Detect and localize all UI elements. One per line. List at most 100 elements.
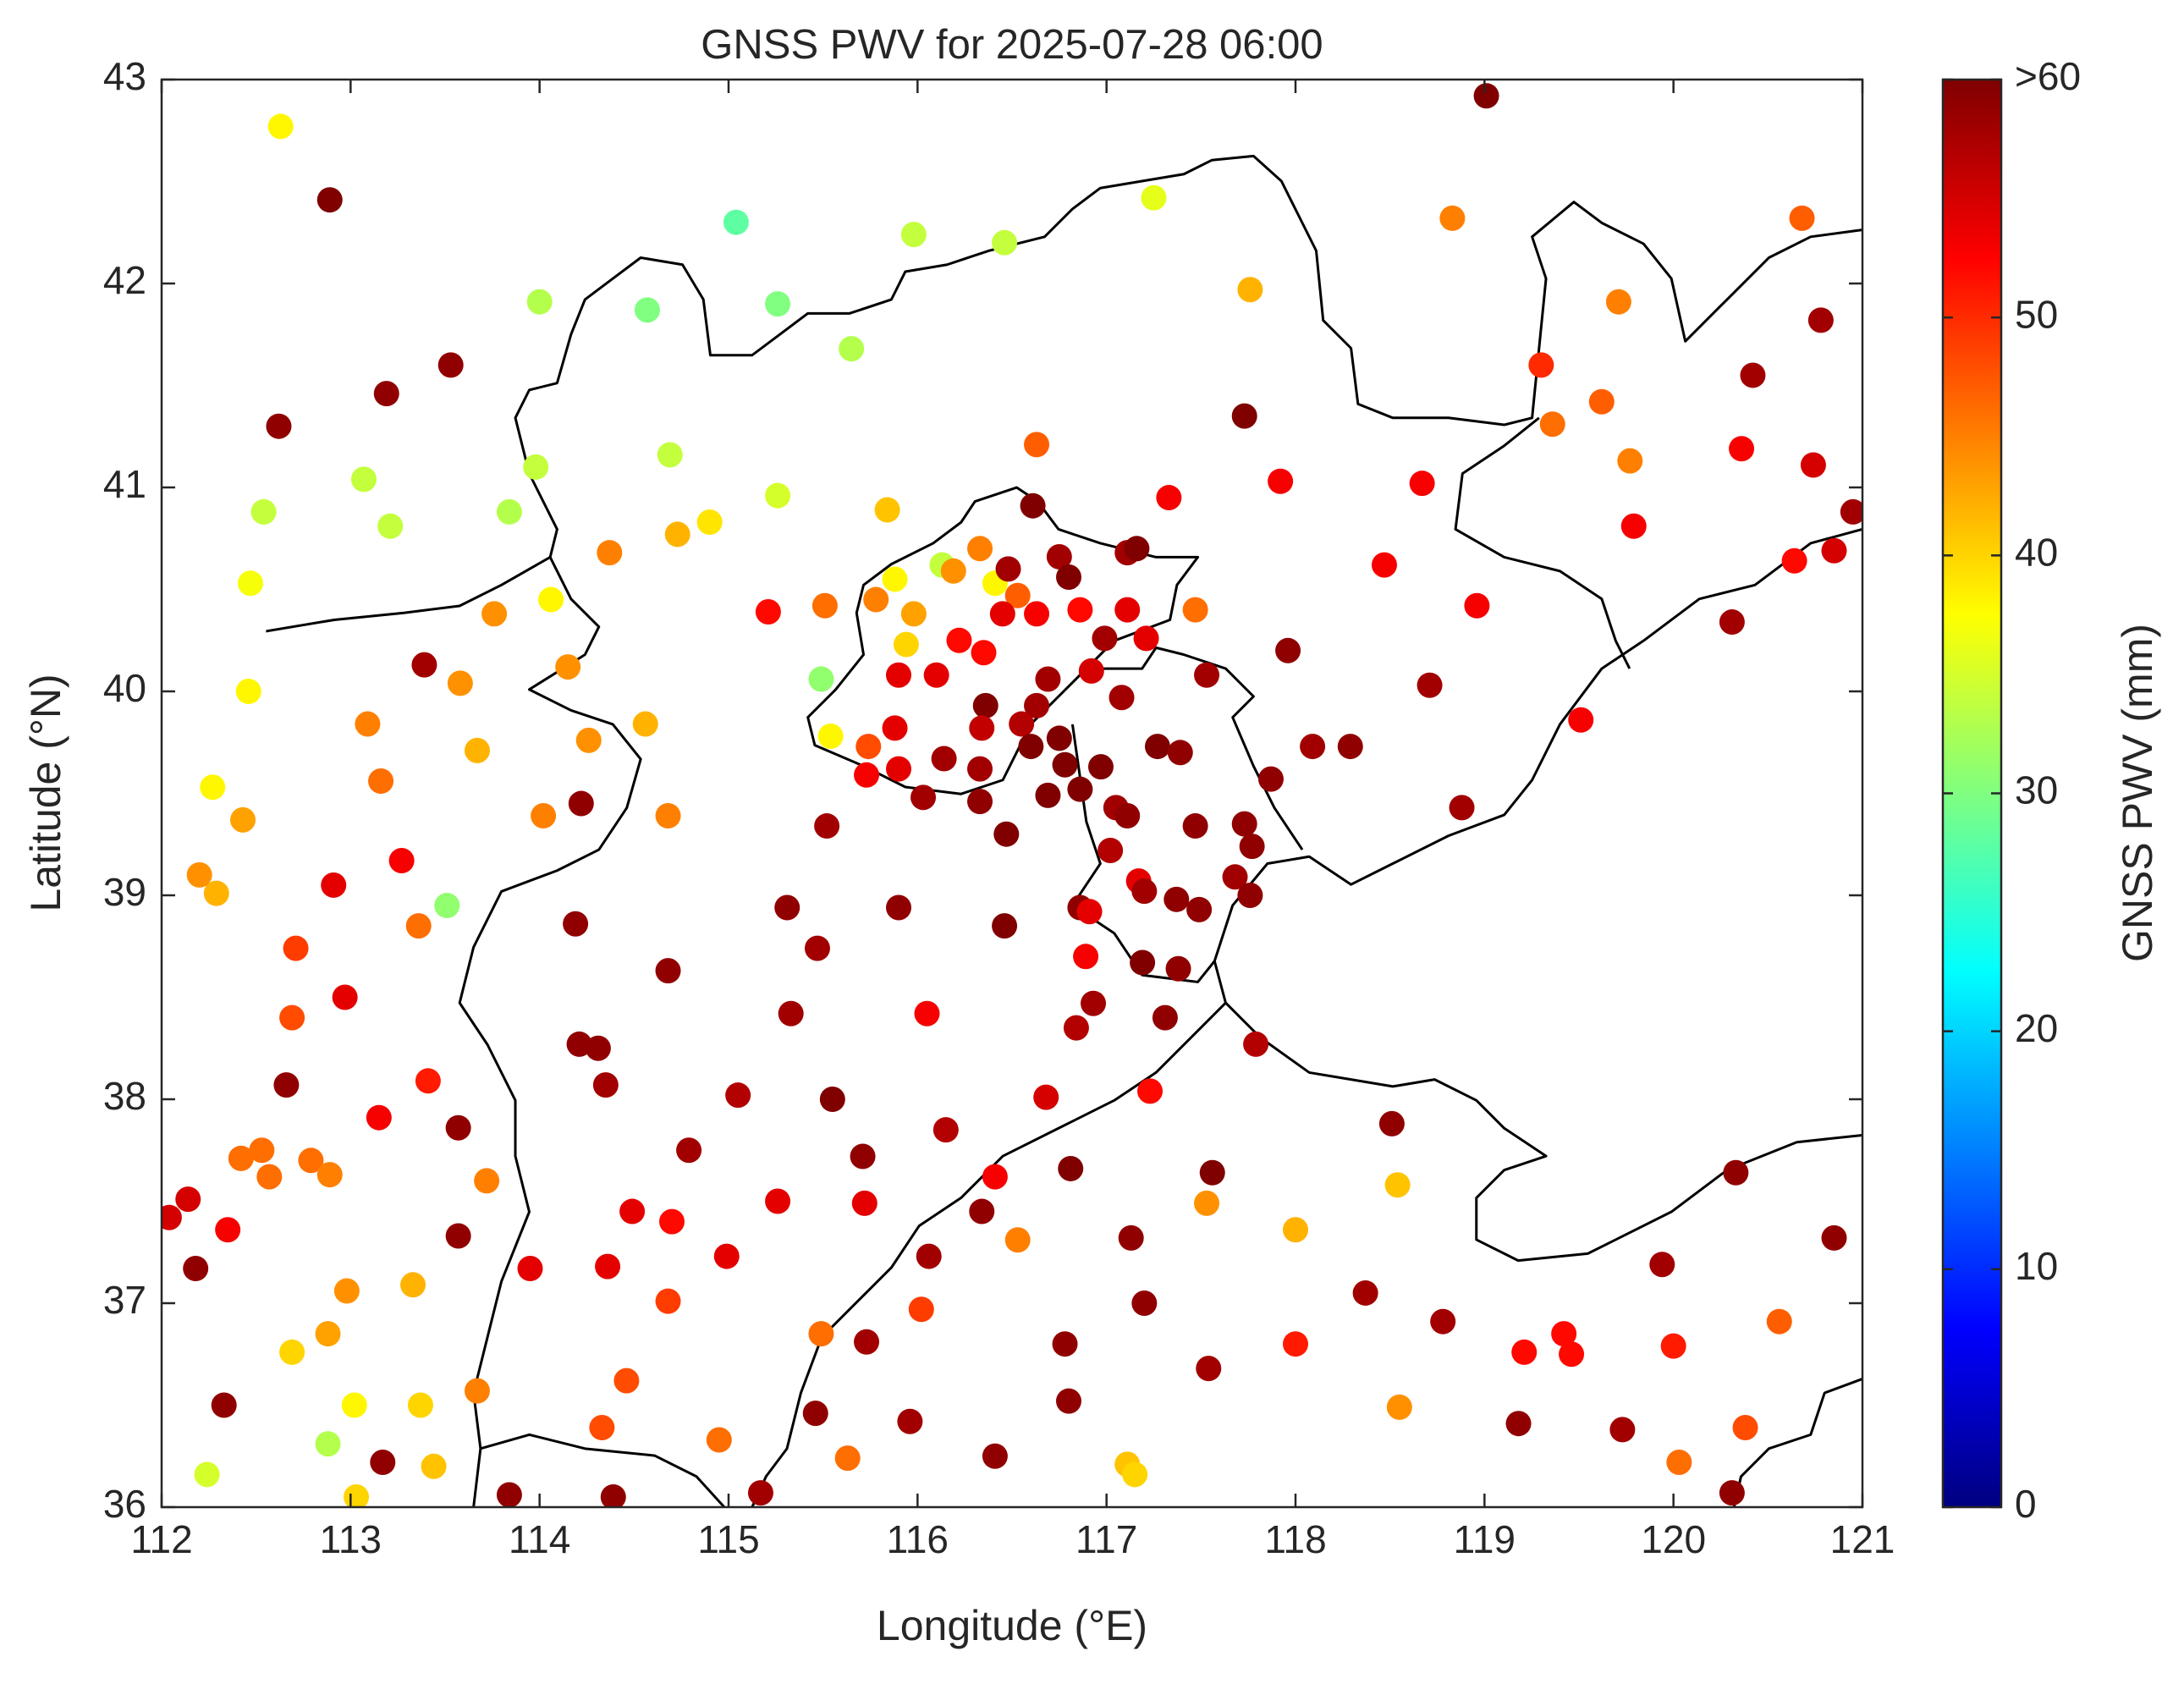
station-point	[1231, 403, 1257, 429]
station-point	[1568, 707, 1594, 733]
station-point	[1723, 1159, 1749, 1186]
station-point	[774, 894, 800, 921]
station-point	[1821, 1224, 1847, 1251]
station-point	[1182, 597, 1208, 623]
station-point	[162, 1204, 182, 1230]
station-point	[1063, 1015, 1089, 1041]
station-point	[851, 1190, 877, 1216]
station-point	[1056, 1388, 1081, 1414]
station-point	[215, 1217, 241, 1243]
station-point	[368, 768, 394, 795]
station-point	[273, 1072, 300, 1098]
station-point	[474, 1168, 500, 1194]
y-tick-label: 40	[103, 666, 146, 710]
station-point	[886, 756, 911, 782]
station-point	[1464, 592, 1490, 619]
station-point	[655, 958, 681, 984]
station-point	[634, 297, 660, 323]
station-point	[723, 209, 749, 235]
station-point	[1046, 725, 1072, 751]
station-point	[1821, 537, 1847, 564]
station-point	[186, 861, 212, 888]
station-point	[706, 1427, 732, 1453]
colorbar-label: GNSS PWV (mm)	[2114, 624, 2161, 962]
station-point	[1076, 899, 1103, 925]
x-tick-label: 118	[1264, 1517, 1326, 1561]
station-point	[1378, 1110, 1405, 1136]
station-point	[971, 640, 997, 666]
x-tick-label: 115	[697, 1517, 759, 1561]
station-point	[315, 1431, 341, 1457]
station-point	[1130, 949, 1156, 976]
station-point	[1004, 1227, 1031, 1253]
station-point	[632, 711, 658, 737]
station-point	[228, 1145, 254, 1171]
y-tick-label: 36	[103, 1482, 146, 1526]
station-point	[250, 498, 277, 525]
station-point	[967, 536, 993, 562]
station-point	[989, 601, 1015, 627]
station-point	[1789, 205, 1815, 231]
station-point	[1283, 1217, 1308, 1243]
shanxi-border	[459, 557, 641, 1507]
station-point	[481, 601, 508, 627]
station-point	[1141, 184, 1167, 211]
station-point	[1164, 886, 1190, 912]
station-point	[886, 662, 911, 688]
station-point	[1035, 666, 1061, 692]
station-point	[932, 1117, 959, 1143]
station-point	[1067, 597, 1093, 623]
station-point	[1609, 1417, 1636, 1443]
station-point	[886, 894, 911, 921]
station-point	[1807, 307, 1834, 333]
station-point	[804, 935, 830, 961]
station-point	[1840, 498, 1862, 525]
station-point	[1732, 1415, 1758, 1441]
station-point	[808, 1321, 834, 1347]
station-point	[1087, 754, 1114, 780]
station-point	[350, 466, 377, 493]
station-point	[992, 229, 1018, 256]
station-point	[1052, 751, 1078, 778]
station-point	[600, 1483, 626, 1507]
station-point	[1275, 637, 1301, 663]
station-point	[256, 1164, 283, 1190]
station-point	[1449, 795, 1475, 821]
station-point	[1182, 813, 1208, 839]
station-point	[1300, 734, 1326, 760]
station-point	[200, 774, 226, 801]
station-point	[1800, 452, 1826, 478]
station-point	[523, 454, 549, 480]
station-point	[1268, 468, 1294, 494]
station-point	[834, 1445, 861, 1472]
station-point	[1239, 834, 1265, 860]
north-border	[162, 156, 1862, 724]
x-tick-label: 121	[1830, 1517, 1895, 1561]
station-point	[1729, 436, 1755, 462]
station-point	[1004, 582, 1031, 608]
station-point	[696, 509, 723, 535]
station-point	[175, 1186, 201, 1213]
station-point	[447, 670, 473, 696]
station-point	[850, 1143, 876, 1169]
colorbar-tick-label: 10	[2015, 1244, 2058, 1288]
station-point	[1559, 1341, 1585, 1368]
station-point	[931, 746, 957, 772]
station-point	[1620, 513, 1647, 539]
station-point	[995, 556, 1021, 582]
station-point	[655, 1288, 681, 1314]
station-point	[355, 711, 381, 737]
station-point	[1122, 1461, 1148, 1488]
station-point	[778, 1000, 804, 1026]
x-tick-label: 112	[130, 1517, 192, 1561]
station-point	[1058, 1155, 1084, 1181]
station-point	[854, 762, 880, 788]
station-point	[464, 737, 490, 763]
station-point	[819, 1087, 845, 1112]
station-point	[434, 893, 460, 919]
station-point	[1033, 1084, 1059, 1110]
station-point	[235, 679, 261, 704]
station-point	[1511, 1339, 1538, 1365]
station-point	[1131, 1291, 1158, 1316]
station-point	[613, 1368, 640, 1394]
